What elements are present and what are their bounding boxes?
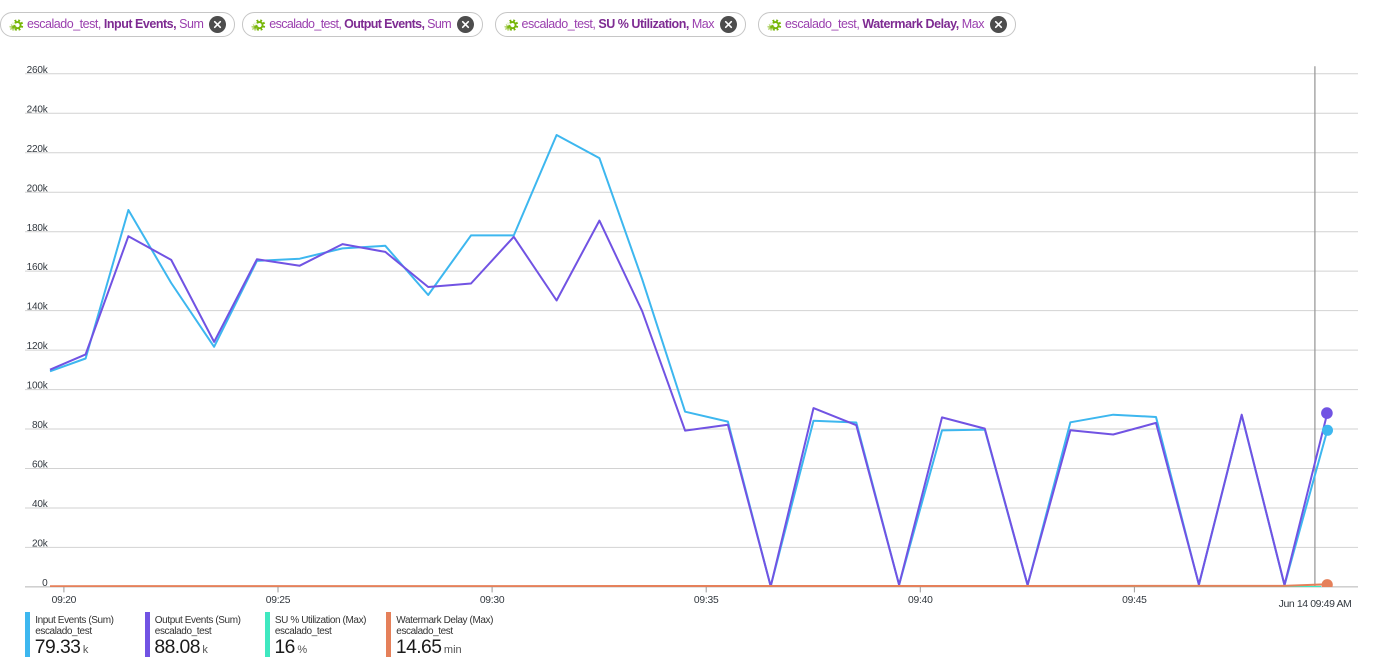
svg-text:0: 0 [42, 578, 48, 589]
svg-text:120k: 120k [27, 341, 49, 352]
svg-text:180k: 180k [27, 223, 49, 234]
svg-text:80k: 80k [32, 420, 49, 431]
svg-text:09:30: 09:30 [480, 595, 505, 606]
svg-text:260k: 260k [27, 65, 49, 76]
svg-text:200k: 200k [27, 183, 49, 194]
svg-text:09:20: 09:20 [52, 595, 77, 606]
svg-text:240k: 240k [27, 104, 49, 115]
svg-text:09:45: 09:45 [1122, 595, 1147, 606]
svg-text:140k: 140k [27, 302, 49, 313]
svg-text:09:35: 09:35 [694, 595, 719, 606]
svg-text:09:25: 09:25 [266, 595, 291, 606]
svg-text:Jun 14 09:49 AM: Jun 14 09:49 AM [1279, 598, 1352, 610]
svg-text:100k: 100k [27, 381, 49, 392]
svg-text:09:40: 09:40 [908, 595, 933, 606]
svg-text:160k: 160k [27, 262, 49, 273]
svg-text:220k: 220k [27, 144, 49, 155]
svg-text:60k: 60k [32, 460, 49, 471]
svg-text:40k: 40k [32, 499, 49, 510]
svg-text:20k: 20k [32, 539, 49, 550]
